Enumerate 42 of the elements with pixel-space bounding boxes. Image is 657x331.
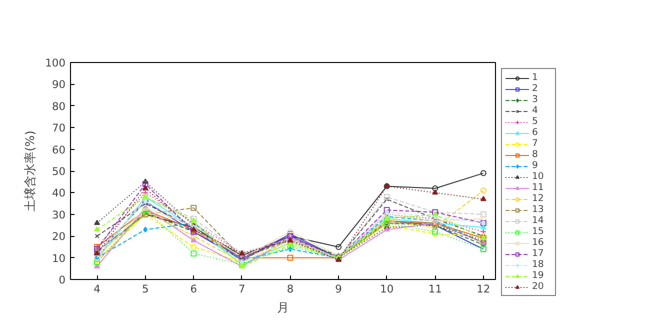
x-tick-label: 6 <box>190 282 198 296</box>
x-tick-label: 9 <box>335 282 342 296</box>
legend-label: 8 <box>532 149 539 160</box>
x-tick-label: 5 <box>142 282 149 296</box>
legend-label: 19 <box>532 270 545 281</box>
x-tick-label: 10 <box>380 282 394 296</box>
y-tick-label: 80 <box>52 100 66 113</box>
y-tick-label: 0 <box>58 274 66 286</box>
legend-label: 15 <box>532 226 545 237</box>
y-axis-title: 土壌含水率(%) <box>23 130 38 212</box>
legend-label: 7 <box>532 138 539 149</box>
y-tick-label: 30 <box>52 208 66 222</box>
y-tick-label: 20 <box>52 230 66 244</box>
y-tick-label: 50 <box>52 165 66 178</box>
y-tick-label: 10 <box>52 252 66 265</box>
legend-label: 10 <box>532 171 545 182</box>
legend-label: 16 <box>532 237 545 248</box>
legend-label: 4 <box>532 105 539 116</box>
legend-label: 6 <box>532 127 539 138</box>
legend-label: 5 <box>532 116 539 127</box>
legend-label: 12 <box>532 193 545 204</box>
y-tick-label: 90 <box>52 78 66 92</box>
legend-label: 14 <box>532 215 545 226</box>
x-axis-title: 月 <box>277 300 289 314</box>
y-tick-label: 70 <box>52 122 66 135</box>
legend-label: 11 <box>532 182 545 193</box>
x-tick-label: 12 <box>476 282 490 296</box>
legend-label: 1 <box>532 72 539 83</box>
x-tick-label: 7 <box>238 282 246 296</box>
y-tick-label: 40 <box>52 186 66 200</box>
legend-label: 20 <box>532 281 545 292</box>
legend-label: 18 <box>532 259 545 270</box>
legend-label: 9 <box>532 160 539 171</box>
legend-label: 17 <box>532 248 545 259</box>
legend-label: 3 <box>532 94 539 105</box>
legend-label: 2 <box>532 83 539 94</box>
x-tick-label: 11 <box>428 282 442 296</box>
x-tick-label: 8 <box>286 282 294 296</box>
y-tick-label: 60 <box>52 143 66 156</box>
y-tick-label: 100 <box>45 56 66 70</box>
x-tick-label: 4 <box>94 282 101 296</box>
legend-label: 13 <box>532 204 545 215</box>
